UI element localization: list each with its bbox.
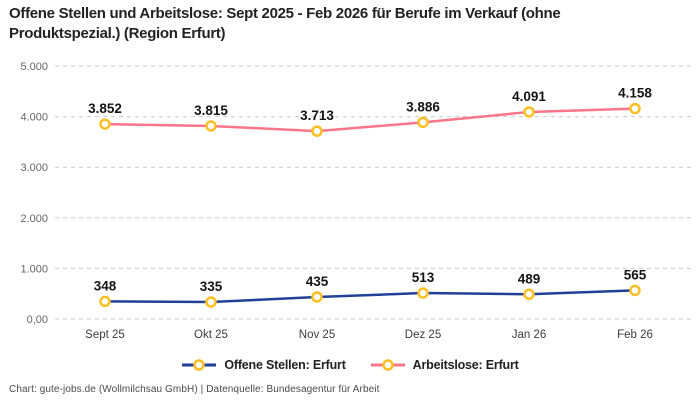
line-chart-canvas: 0,00 1.000 2.000 3.000 4.000 5.000 Sept 25 Okt … [20, 61, 692, 341]
data-point-label: 3.713 [300, 108, 334, 123]
y-axis-tick-label: 1.000 [20, 263, 48, 275]
x-axis-tick-label: Okt 25 [194, 329, 228, 341]
data-point-marker[interactable] [417, 116, 429, 129]
data-point-label: 3.886 [406, 99, 440, 114]
legend-item[interactable]: Offene Stellen: Erfurt [181, 358, 346, 372]
y-axis-tick-label: 5.000 [20, 61, 48, 73]
data-point-marker[interactable] [629, 102, 641, 115]
data-point-marker[interactable] [523, 288, 535, 301]
data-point-marker[interactable] [99, 295, 111, 308]
y-axis-tick-label: 2.000 [20, 213, 48, 225]
x-axis-tick-label: Nov 25 [299, 329, 335, 341]
data-point-marker[interactable] [99, 118, 111, 130]
data-point-marker[interactable] [311, 291, 323, 303]
data-point-label: 3.852 [88, 101, 122, 116]
data-point-label: 565 [624, 267, 647, 282]
data-point-label: 4.158 [618, 86, 652, 101]
chart-source-footer: Chart: gute-jobs.de (Wollmilchsau GmbH) … [9, 384, 380, 395]
legend-label: Arbeitslose: Erfurt [412, 358, 519, 372]
chart-legend: Offene Stellen: Erfurt Arbeitslose: Erfur… [0, 358, 700, 372]
chart-title: Offene Stellen und Arbeitslose: Sept 202… [9, 5, 561, 42]
data-point-label: 335 [200, 279, 223, 294]
data-point-marker[interactable] [417, 287, 429, 299]
x-axis-tick-label: Feb 26 [617, 329, 653, 341]
x-axis-tick-label: Jan 26 [512, 329, 547, 341]
y-axis-tick-label: 3.000 [20, 162, 48, 174]
x-axis-tick-label: Dez 25 [405, 329, 441, 341]
data-point-marker[interactable] [523, 106, 535, 118]
data-point-label: 348 [94, 278, 117, 293]
data-point-label: 3.815 [194, 103, 228, 118]
data-point-label: 489 [518, 271, 541, 286]
data-point-marker[interactable] [205, 120, 217, 132]
data-point-label: 4.091 [512, 89, 546, 104]
data-point-marker[interactable] [205, 296, 217, 308]
y-axis-tick-label: 0,00 [27, 314, 48, 326]
legend-marker-icon [182, 359, 217, 371]
data-point-label: 513 [412, 270, 435, 285]
legend-marker-icon [370, 359, 405, 371]
x-axis-tick-label: Sept 25 [85, 329, 125, 341]
data-point-marker[interactable] [629, 284, 641, 297]
y-axis-tick-label: 4.000 [20, 112, 48, 124]
series-line [103, 107, 637, 133]
legend-item[interactable]: Arbeitslose: Erfurt [370, 358, 519, 372]
legend-label: Offene Stellen: Erfurt [224, 358, 346, 372]
data-point-marker[interactable] [311, 125, 323, 137]
series-line [103, 289, 637, 304]
data-point-label: 435 [306, 274, 329, 289]
